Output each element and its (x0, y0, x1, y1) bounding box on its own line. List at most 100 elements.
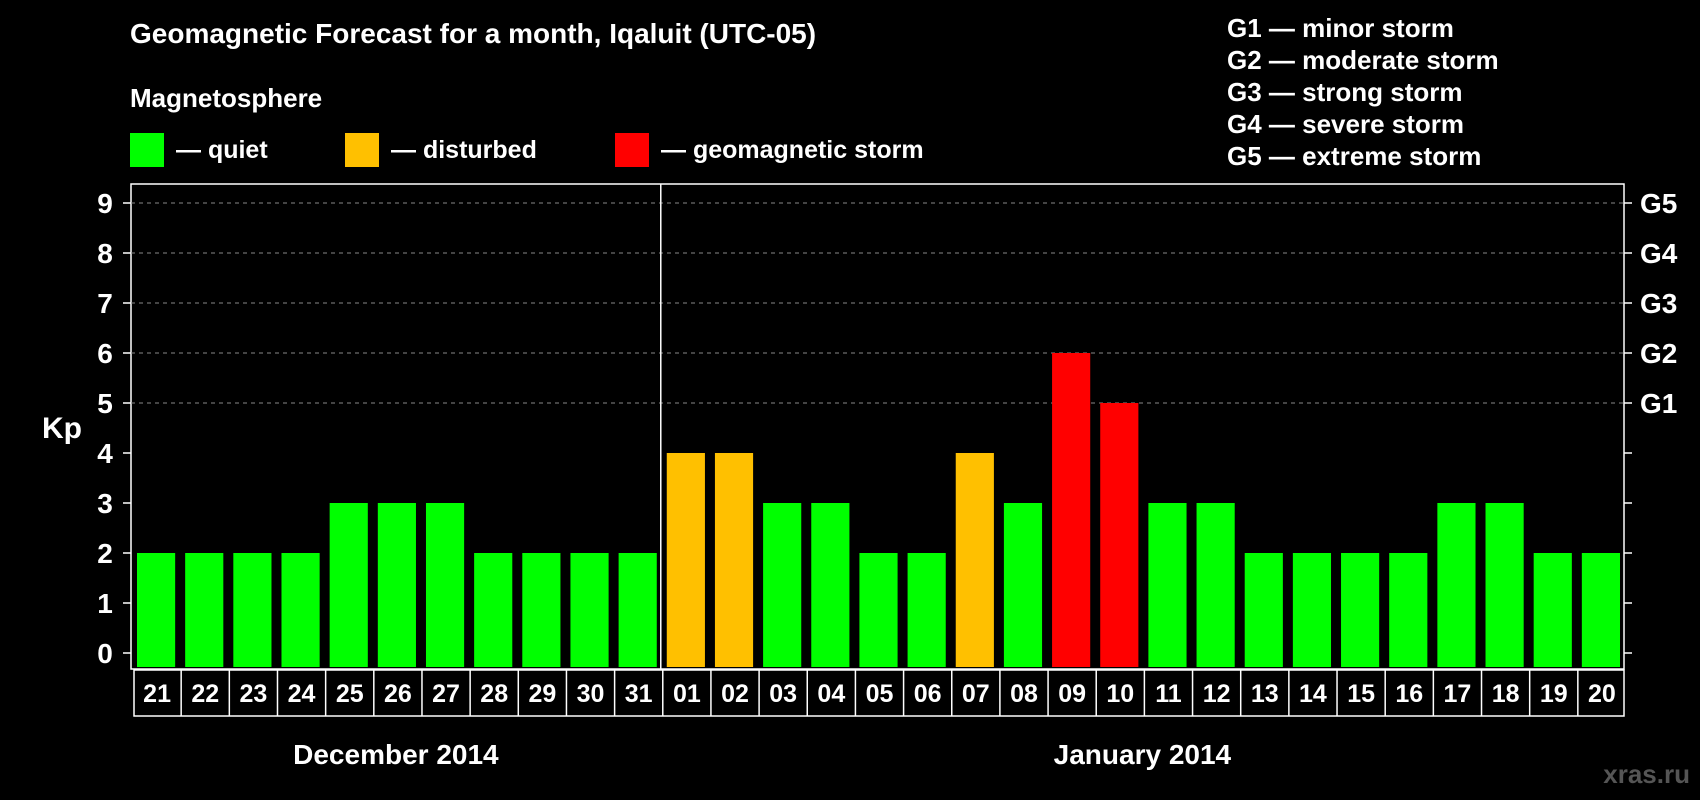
quiet-swatch (130, 133, 164, 167)
bar-09 (1052, 353, 1091, 667)
x-tick-label: 05 (866, 680, 894, 708)
bar-07 (955, 453, 994, 667)
bar-31 (618, 553, 657, 667)
x-tick-label: 10 (1106, 680, 1134, 708)
watermark: xras.ru (1603, 759, 1690, 789)
y-tick-label: 8 (97, 238, 113, 269)
bar-17 (1437, 503, 1476, 667)
bar-04 (811, 503, 850, 667)
chart-title: Geomagnetic Forecast for a month, Iqalui… (130, 18, 817, 49)
legend-label-disturbed: — disturbed (391, 135, 537, 164)
y-tick-label: 0 (97, 638, 113, 669)
legend-item-quiet: — quiet (130, 133, 268, 167)
storm-level-g4: G4 — severe storm (1227, 109, 1465, 139)
disturbed-swatch (345, 133, 379, 167)
bar-02 (714, 453, 754, 667)
legend-item-storm: — geomagnetic storm (615, 133, 924, 167)
bar-23 (233, 553, 272, 667)
x-tick-label: 17 (1444, 680, 1472, 708)
y-tick-label: 4 (97, 438, 113, 469)
y-axis-label: Kp (42, 412, 82, 445)
legend-label-quiet: — quiet (176, 135, 268, 164)
x-tick-label: 09 (1058, 680, 1086, 708)
legend-label-storm: — geomagnetic storm (661, 135, 924, 164)
bar-06 (907, 553, 946, 667)
bar-01 (666, 453, 705, 667)
bar-16 (1389, 553, 1428, 667)
bar-20 (1581, 553, 1620, 667)
bar-11 (1148, 503, 1187, 667)
x-tick-label: 08 (1010, 680, 1038, 708)
storm-level-g1: G1 — minor storm (1227, 13, 1454, 43)
storm-level-g5: G5 — extreme storm (1227, 141, 1482, 171)
x-tick-label: 02 (721, 680, 749, 708)
bar-24 (281, 553, 320, 667)
bar-19 (1533, 553, 1572, 667)
x-tick-label: 24 (288, 680, 316, 708)
bar-25 (329, 503, 368, 667)
storm-swatch (615, 133, 649, 167)
x-tick-label: 26 (384, 680, 412, 708)
x-tick-label: 31 (625, 680, 653, 708)
y-tick-label: 5 (97, 388, 113, 419)
storm-level-legend: G1 — minor storm G2 — moderate storm G3 … (1227, 12, 1499, 172)
legend-subtitle: Magnetosphere (130, 83, 323, 113)
bar-14 (1292, 553, 1332, 667)
bar-27 (425, 503, 465, 667)
bar-08 (1003, 503, 1043, 667)
x-tick-label: 21 (143, 680, 171, 708)
x-tick-label: 15 (1347, 680, 1375, 708)
y-tick-label: 1 (97, 588, 113, 619)
plot-frame (130, 183, 1625, 670)
x-tick-label: 25 (336, 680, 364, 708)
x-tick-label: 19 (1540, 680, 1568, 708)
month-label: January 2014 (1054, 739, 1232, 770)
bar-18 (1485, 503, 1524, 667)
y-tick-label: 9 (97, 188, 113, 219)
x-tick-label: 22 (191, 680, 219, 708)
bar-03 (763, 503, 802, 667)
bar-22 (185, 553, 224, 667)
date-row-frame (133, 669, 1625, 717)
right-axis-label: G4 (1640, 238, 1678, 269)
right-axis-label: G1 (1640, 388, 1677, 419)
bar-13 (1244, 553, 1283, 667)
month-label: December 2014 (293, 739, 499, 770)
x-tick-label: 16 (1395, 680, 1423, 708)
x-tick-label: 14 (1299, 680, 1327, 708)
bar-29 (522, 553, 561, 667)
right-axis-label: G2 (1640, 338, 1677, 369)
x-tick-label: 18 (1492, 680, 1520, 708)
x-tick-label: 13 (1251, 680, 1279, 708)
storm-level-g3: G3 — strong storm (1227, 77, 1463, 107)
x-tick-label: 11 (1155, 680, 1182, 708)
x-tick-label: 20 (1588, 680, 1616, 708)
bar-30 (570, 553, 609, 667)
right-axis-label: G3 (1640, 288, 1677, 319)
legend-item-disturbed: — disturbed (345, 133, 537, 167)
x-tick-label: 01 (673, 680, 701, 708)
x-tick-label: 04 (817, 680, 845, 708)
x-tick-label: 06 (914, 680, 942, 708)
x-tick-label: 29 (528, 680, 556, 708)
bar-21 (137, 553, 176, 667)
x-tick-label: 27 (432, 680, 460, 708)
y-tick-label: 7 (97, 288, 113, 319)
bar-26 (377, 503, 416, 667)
bar-15 (1341, 553, 1380, 667)
bar-05 (859, 553, 898, 667)
y-tick-label: 6 (97, 338, 113, 369)
x-tick-label: 03 (769, 680, 797, 708)
x-tick-label: 12 (1203, 680, 1231, 708)
bar-28 (474, 553, 513, 667)
right-axis-label: G5 (1640, 188, 1677, 219)
bar-12 (1196, 503, 1235, 667)
x-tick-label: 23 (239, 680, 267, 708)
y-tick-label: 2 (97, 538, 113, 569)
storm-level-g2: G2 — moderate storm (1227, 45, 1499, 75)
bar-10 (1100, 403, 1139, 667)
x-tick-label: 30 (577, 680, 605, 708)
x-tick-label: 07 (962, 680, 990, 708)
x-tick-label: 28 (480, 680, 508, 708)
